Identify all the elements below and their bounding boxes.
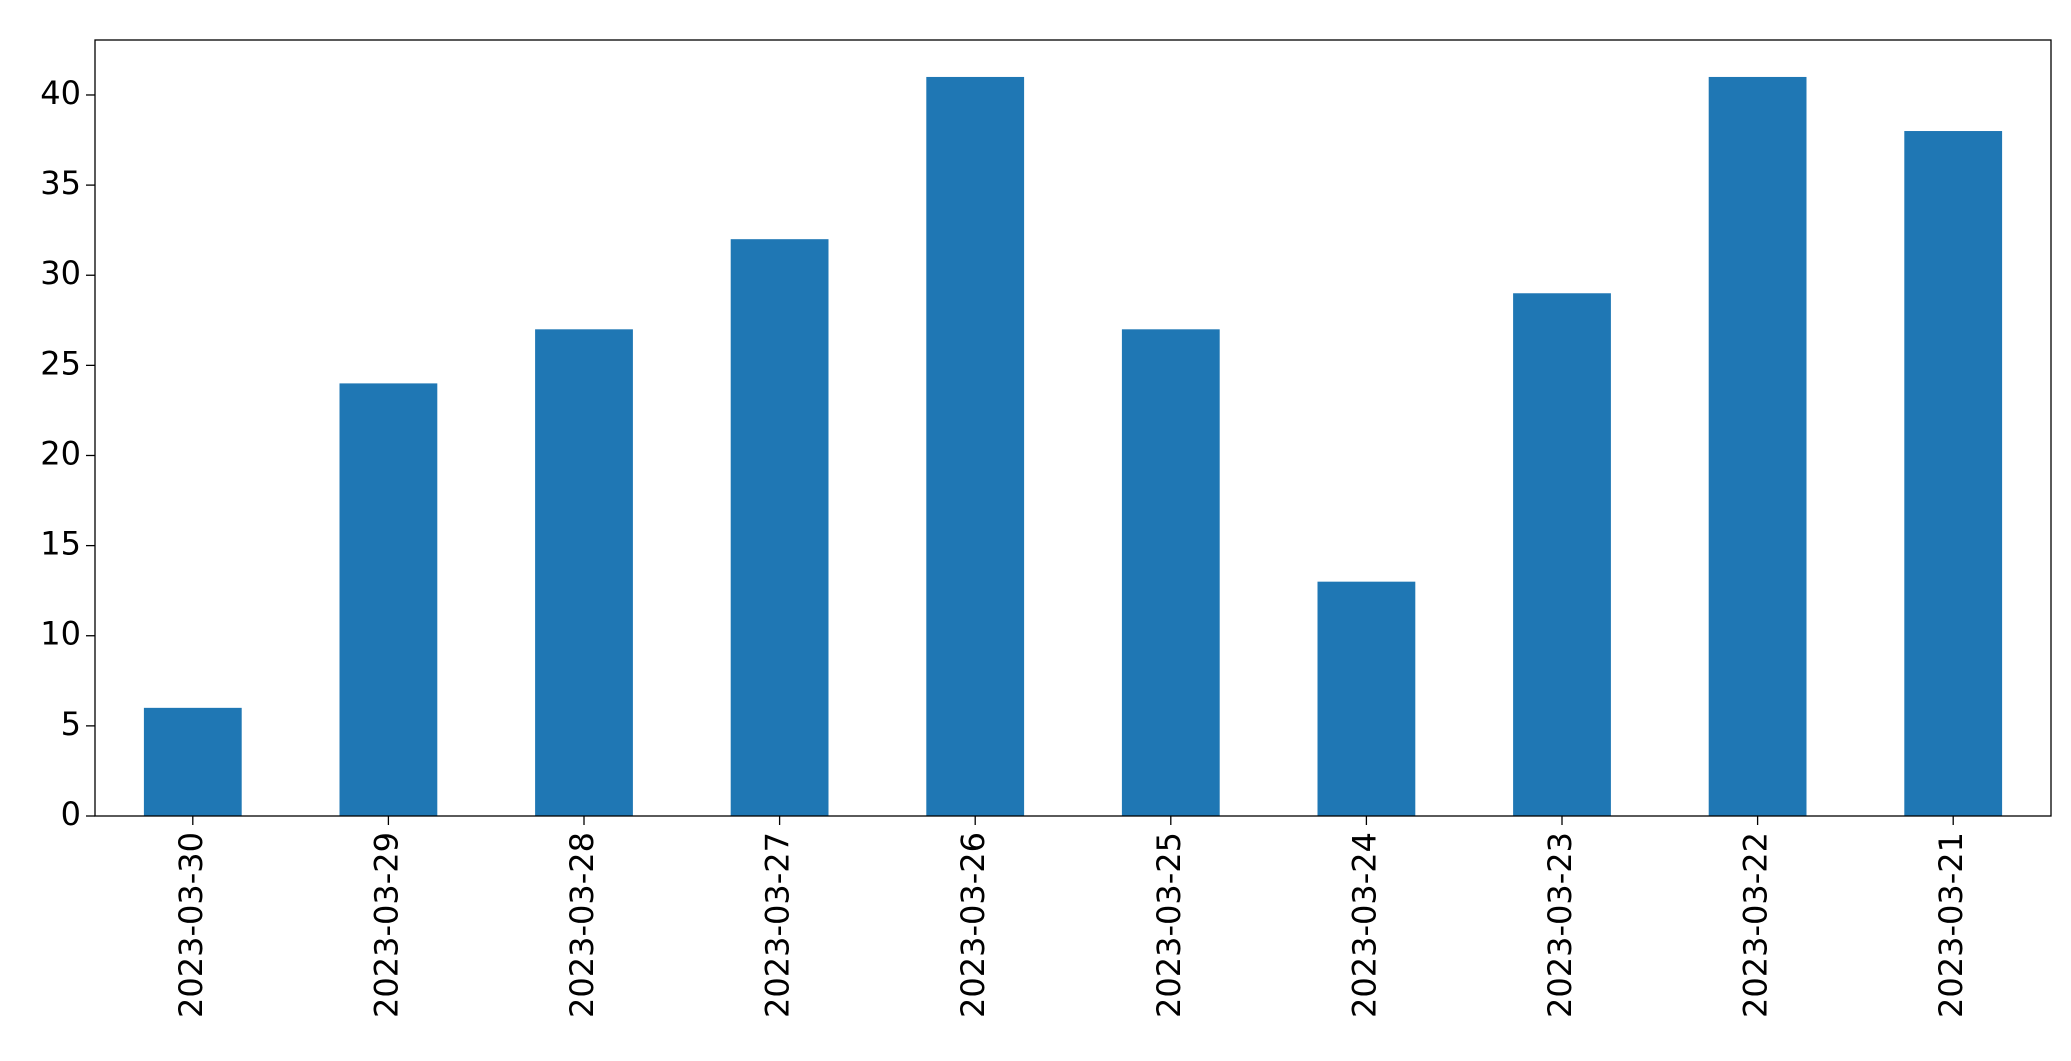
x-tick-label: 2023-03-26 (954, 832, 992, 1018)
y-tick-label: 30 (40, 254, 81, 292)
y-tick-label: 10 (40, 615, 81, 653)
x-tick-label: 2023-03-30 (172, 832, 210, 1018)
bar (339, 383, 438, 816)
bar (1317, 581, 1416, 816)
x-tick-label: 2023-03-21 (1932, 832, 1970, 1018)
bar (535, 329, 633, 816)
y-tick-label: 5 (61, 705, 81, 743)
bar (1121, 329, 1220, 816)
bar (926, 76, 1025, 816)
x-tick-label: 2023-03-22 (1737, 832, 1775, 1018)
y-tick-label: 0 (61, 795, 81, 833)
y-tick-label: 15 (40, 525, 81, 563)
x-tick-label: 2023-03-28 (563, 832, 601, 1018)
bar (730, 239, 829, 816)
y-tick-label: 35 (40, 164, 81, 202)
plot-frame (94, 39, 2052, 817)
x-tick-label: 2023-03-25 (1150, 832, 1188, 1018)
x-tick-label: 2023-03-29 (367, 832, 405, 1018)
bar (1904, 131, 2003, 816)
bar (143, 707, 242, 816)
y-tick-label: 40 (40, 74, 81, 112)
x-tick-label: 2023-03-27 (759, 832, 797, 1018)
y-tick-label: 25 (40, 344, 81, 382)
bar (1708, 76, 1807, 816)
bar (1513, 293, 1611, 816)
x-tick-label: 2023-03-24 (1345, 832, 1383, 1018)
y-tick-label: 20 (40, 434, 81, 472)
x-tick-label: 2023-03-23 (1541, 832, 1579, 1018)
